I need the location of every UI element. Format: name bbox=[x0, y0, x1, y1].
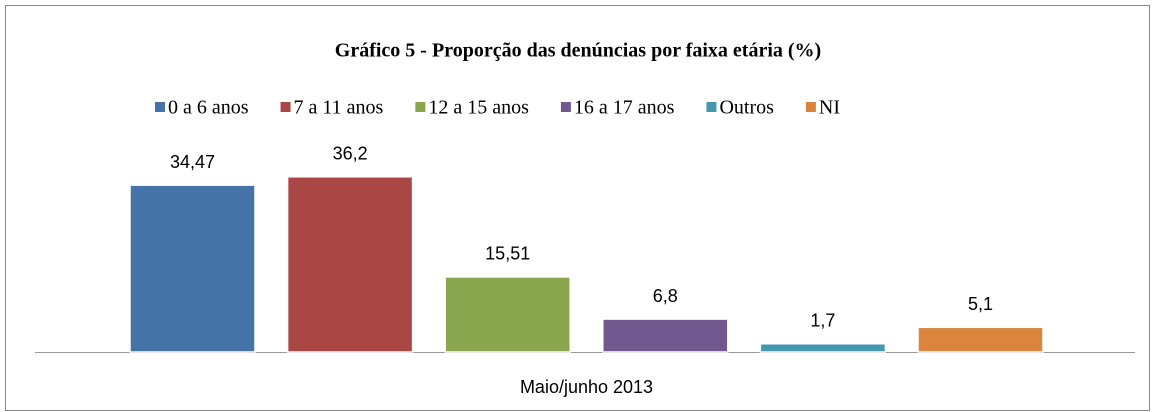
data-label: 15,51 bbox=[485, 244, 530, 264]
data-label: 36,2 bbox=[333, 144, 368, 164]
legend-swatch bbox=[280, 102, 291, 112]
data-label: 5,1 bbox=[968, 294, 993, 314]
data-label: 1,7 bbox=[810, 311, 835, 331]
legend-swatch bbox=[415, 102, 426, 112]
legend-swatch bbox=[155, 102, 165, 112]
bar bbox=[286, 176, 414, 353]
legend-swatch bbox=[706, 102, 717, 112]
legend-label: 0 a 6 anos bbox=[168, 97, 249, 119]
legend-swatch bbox=[560, 102, 571, 112]
legend-label: Outros bbox=[719, 97, 774, 119]
data-label: 6,8 bbox=[653, 286, 678, 306]
data-label: 34,47 bbox=[170, 152, 215, 172]
bar bbox=[129, 184, 256, 353]
bar bbox=[444, 276, 571, 353]
bar bbox=[602, 318, 729, 353]
legend-label: NI bbox=[819, 97, 840, 119]
chart-title: Gráfico 5 - Proporção das denúncias por … bbox=[335, 40, 821, 62]
bar bbox=[759, 343, 887, 353]
bar bbox=[917, 326, 1044, 353]
legend-label: 16 a 17 anos bbox=[574, 97, 675, 119]
x-tick-label: Maio/junho 2013 bbox=[520, 377, 653, 397]
legend-label: 7 a 11 anos bbox=[294, 97, 384, 119]
legend-label: 12 a 15 anos bbox=[428, 97, 529, 119]
legend-swatch bbox=[805, 102, 816, 112]
